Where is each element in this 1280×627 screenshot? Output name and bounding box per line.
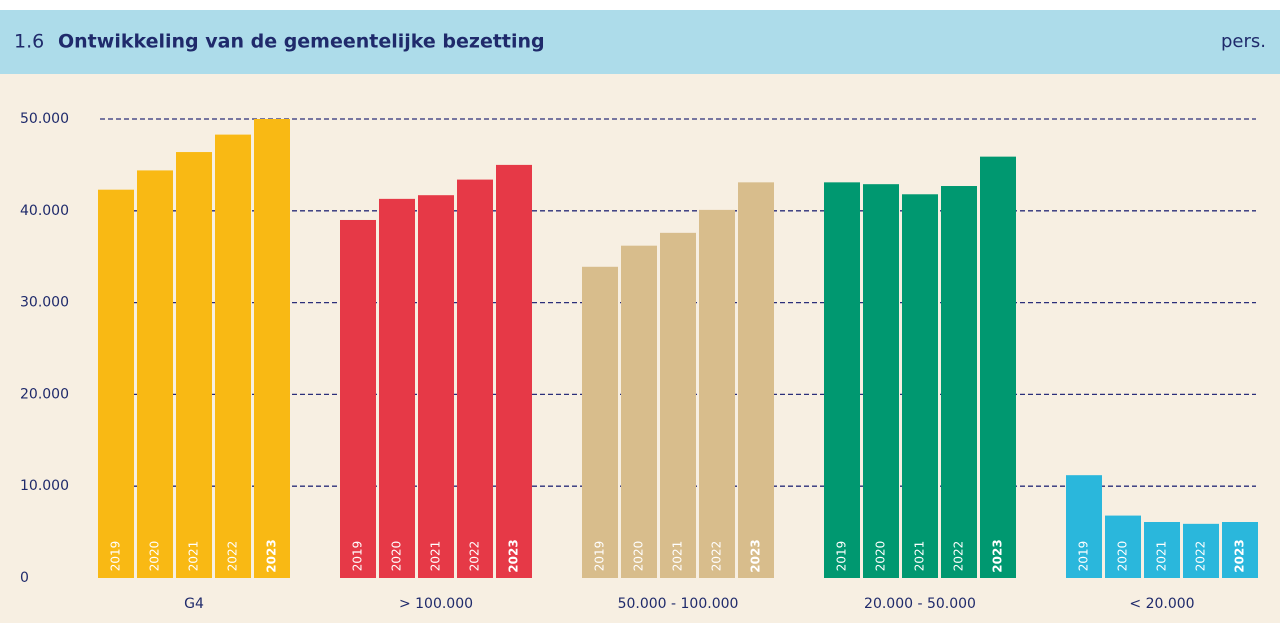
header-band xyxy=(0,10,1280,74)
bar-year-label: 2023 xyxy=(507,539,521,572)
bar xyxy=(1183,523,1219,578)
chart-title: Ontwikkeling van de gemeentelijke bezett… xyxy=(58,31,545,53)
bar-year-label: 2021 xyxy=(187,541,201,572)
bar-year-label: 2023 xyxy=(265,539,279,572)
bar-year-label: 2022 xyxy=(952,541,966,572)
bar xyxy=(824,182,860,579)
bar xyxy=(340,219,376,579)
bar-year-label: 2020 xyxy=(632,541,646,572)
y-tick-label: 30.000 xyxy=(20,295,69,311)
bar xyxy=(621,245,657,578)
bar-year-label: 2019 xyxy=(1077,541,1091,572)
y-tick-label: 50.000 xyxy=(20,111,69,127)
y-tick-label: 0 xyxy=(20,570,29,586)
y-tick-label: 10.000 xyxy=(20,478,69,494)
bar xyxy=(254,119,290,578)
bar xyxy=(1105,515,1141,578)
bar-year-label: 2020 xyxy=(874,541,888,572)
bar xyxy=(98,189,134,578)
bar-year-label: 2021 xyxy=(913,541,927,572)
bar-year-label: 2019 xyxy=(593,541,607,572)
bar-year-label: 2020 xyxy=(148,541,162,572)
x-tick-label: 50.000 - 100.000 xyxy=(618,596,739,612)
x-tick-label: 20.000 - 50.000 xyxy=(864,596,976,612)
bar-year-label: 2023 xyxy=(991,539,1005,572)
bar-year-label: 2019 xyxy=(351,541,365,572)
x-tick-label: > 100.000 xyxy=(399,596,473,612)
bar xyxy=(941,186,977,578)
bar-year-label: 2023 xyxy=(749,539,763,572)
bar xyxy=(496,164,532,578)
bar xyxy=(980,156,1016,578)
bar xyxy=(379,198,415,578)
x-tick-label: G4 xyxy=(184,596,204,612)
bar xyxy=(1066,475,1102,578)
bar-year-label: 2022 xyxy=(1194,541,1208,572)
bar xyxy=(457,179,493,578)
bar xyxy=(1144,522,1180,578)
bar-year-label: 2022 xyxy=(710,541,724,572)
bar xyxy=(738,182,774,579)
bar-year-label: 2021 xyxy=(671,541,685,572)
bar-year-label: 2019 xyxy=(835,541,849,572)
bar xyxy=(582,266,618,578)
bar-year-label: 2021 xyxy=(429,541,443,572)
bar-year-label: 2023 xyxy=(1233,539,1247,572)
bar xyxy=(1222,522,1258,578)
x-tick-label: < 20.000 xyxy=(1129,596,1194,612)
bar xyxy=(902,194,938,578)
bar-year-label: 2020 xyxy=(390,541,404,572)
bar-year-label: 2019 xyxy=(109,541,123,572)
y-tick-label: 40.000 xyxy=(20,203,69,219)
bar xyxy=(660,232,696,578)
bar xyxy=(215,134,251,578)
bar-year-label: 2021 xyxy=(1155,541,1169,572)
bar-year-label: 2022 xyxy=(226,541,240,572)
unit-label: pers. xyxy=(1221,31,1266,52)
y-tick-label: 20.000 xyxy=(20,386,69,402)
bar xyxy=(176,152,212,578)
bar xyxy=(418,195,454,578)
bar xyxy=(699,209,735,578)
bar-year-label: 2020 xyxy=(1116,541,1130,572)
title-number: 1.6 xyxy=(14,31,44,53)
bar xyxy=(863,184,899,579)
bar-year-label: 2022 xyxy=(468,541,482,572)
bar xyxy=(137,170,173,578)
